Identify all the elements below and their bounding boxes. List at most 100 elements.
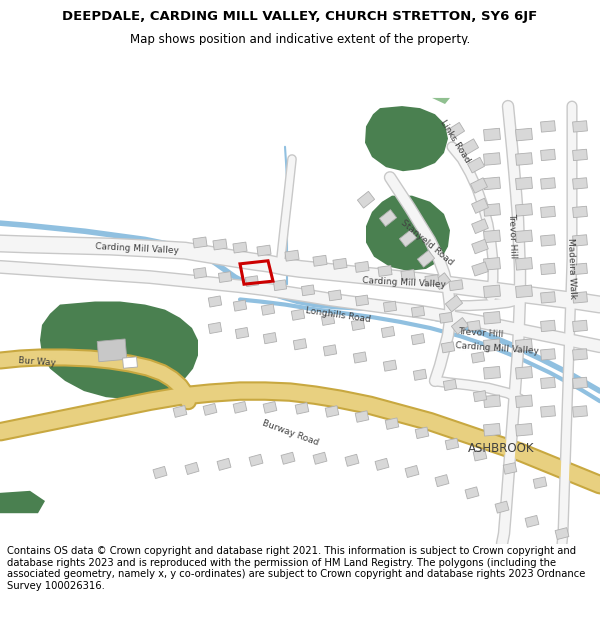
Text: DEEPDALE, CARDING MILL VALLEY, CHURCH STRETTON, SY6 6JF: DEEPDALE, CARDING MILL VALLEY, CHURCH ST… xyxy=(62,10,538,23)
Polygon shape xyxy=(193,237,207,248)
Polygon shape xyxy=(451,318,469,334)
Text: ASHBROOK: ASHBROOK xyxy=(468,442,535,455)
Polygon shape xyxy=(418,251,434,267)
Polygon shape xyxy=(313,256,327,266)
Polygon shape xyxy=(355,295,368,306)
Polygon shape xyxy=(541,177,556,189)
Polygon shape xyxy=(465,487,479,499)
Polygon shape xyxy=(385,418,399,429)
Text: Longhills Road: Longhills Road xyxy=(305,306,371,324)
Polygon shape xyxy=(541,378,556,389)
Polygon shape xyxy=(122,357,137,368)
Polygon shape xyxy=(281,452,295,464)
Polygon shape xyxy=(193,268,206,278)
Polygon shape xyxy=(233,401,247,413)
Polygon shape xyxy=(515,366,532,379)
Polygon shape xyxy=(245,276,259,286)
Polygon shape xyxy=(515,204,532,216)
Polygon shape xyxy=(378,266,392,276)
Polygon shape xyxy=(233,300,247,311)
Polygon shape xyxy=(555,528,569,539)
Text: Contains OS data © Crown copyright and database right 2021. This information is : Contains OS data © Crown copyright and d… xyxy=(7,546,586,591)
Polygon shape xyxy=(515,339,532,351)
Polygon shape xyxy=(353,352,367,363)
Polygon shape xyxy=(365,106,448,171)
Polygon shape xyxy=(484,395,500,408)
Polygon shape xyxy=(484,424,500,436)
Polygon shape xyxy=(375,458,389,471)
Polygon shape xyxy=(572,263,587,274)
Polygon shape xyxy=(515,177,532,190)
Polygon shape xyxy=(442,342,455,353)
Polygon shape xyxy=(484,311,500,324)
Text: Bur Way: Bur Way xyxy=(18,356,56,367)
Polygon shape xyxy=(352,319,365,331)
Polygon shape xyxy=(515,285,532,298)
Polygon shape xyxy=(445,438,459,450)
Polygon shape xyxy=(541,149,556,161)
Polygon shape xyxy=(262,304,275,315)
Text: Carding Mill Valley: Carding Mill Valley xyxy=(455,341,539,356)
Polygon shape xyxy=(415,427,429,439)
Polygon shape xyxy=(448,122,464,139)
Polygon shape xyxy=(541,263,556,274)
Polygon shape xyxy=(572,349,587,360)
Polygon shape xyxy=(515,258,532,270)
Polygon shape xyxy=(213,239,227,250)
Polygon shape xyxy=(405,466,419,478)
Polygon shape xyxy=(379,209,397,226)
Polygon shape xyxy=(473,391,487,402)
Polygon shape xyxy=(572,177,587,189)
Polygon shape xyxy=(415,98,450,104)
Polygon shape xyxy=(233,242,247,253)
Polygon shape xyxy=(412,334,425,345)
Polygon shape xyxy=(355,411,369,422)
Polygon shape xyxy=(203,404,217,416)
Polygon shape xyxy=(515,424,532,436)
Polygon shape xyxy=(515,128,532,141)
Polygon shape xyxy=(541,235,556,246)
Polygon shape xyxy=(572,149,587,161)
Polygon shape xyxy=(541,292,556,303)
Polygon shape xyxy=(541,206,556,217)
Polygon shape xyxy=(484,128,500,141)
Polygon shape xyxy=(515,152,532,165)
Polygon shape xyxy=(333,258,347,269)
Polygon shape xyxy=(313,452,327,464)
Polygon shape xyxy=(572,206,587,217)
Polygon shape xyxy=(472,352,485,363)
Polygon shape xyxy=(435,474,449,487)
Polygon shape xyxy=(484,152,500,165)
Text: Madeira Walk: Madeira Walk xyxy=(566,238,577,299)
Polygon shape xyxy=(358,191,374,208)
Polygon shape xyxy=(473,449,487,461)
Text: Links Road: Links Road xyxy=(439,119,472,165)
Polygon shape xyxy=(484,285,500,298)
Polygon shape xyxy=(495,501,509,513)
Polygon shape xyxy=(484,177,500,190)
Polygon shape xyxy=(40,301,198,399)
Text: Carding Mill Valley: Carding Mill Valley xyxy=(95,242,179,255)
Polygon shape xyxy=(572,406,587,417)
Polygon shape xyxy=(249,454,263,466)
Polygon shape xyxy=(541,406,556,417)
Polygon shape xyxy=(217,458,231,471)
Polygon shape xyxy=(525,516,539,528)
Polygon shape xyxy=(97,339,127,362)
Polygon shape xyxy=(413,369,427,381)
Polygon shape xyxy=(484,258,500,270)
Polygon shape xyxy=(366,196,450,271)
Polygon shape xyxy=(470,177,487,193)
Polygon shape xyxy=(323,345,337,356)
Polygon shape xyxy=(461,139,479,155)
Polygon shape xyxy=(292,309,305,320)
Polygon shape xyxy=(484,230,500,242)
Polygon shape xyxy=(472,198,488,213)
Polygon shape xyxy=(572,292,587,303)
Text: Trevor Hill: Trevor Hill xyxy=(507,213,518,258)
Text: Burway Road: Burway Road xyxy=(262,418,320,447)
Polygon shape xyxy=(541,121,556,132)
Text: Stanyeld Road: Stanyeld Road xyxy=(399,217,455,267)
Polygon shape xyxy=(443,379,457,391)
Polygon shape xyxy=(484,339,500,351)
